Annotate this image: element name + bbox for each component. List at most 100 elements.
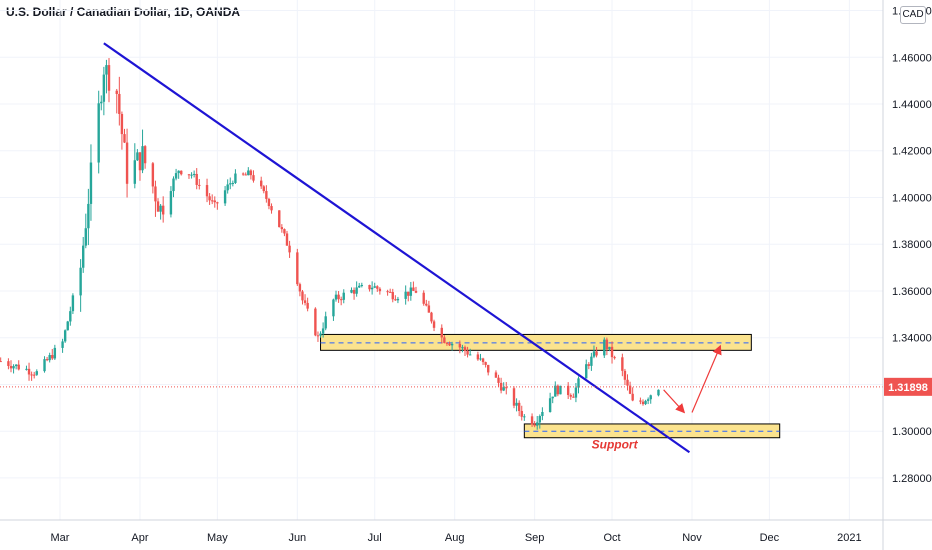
candle-body	[409, 287, 413, 296]
candle-body	[87, 203, 90, 229]
candle-body	[505, 387, 508, 389]
candle-body	[350, 289, 353, 293]
candle-body	[523, 416, 526, 418]
candle-body	[515, 402, 518, 406]
chart-title: U.S. Dollar / Canadian Dollar, 1D, OANDA	[6, 5, 241, 19]
candle-body	[244, 174, 247, 176]
candle-body	[141, 146, 144, 171]
candle-body	[247, 170, 250, 176]
candle-body	[512, 388, 516, 406]
candle-body	[270, 206, 273, 211]
candle-body	[195, 173, 198, 185]
overlay: Support	[0, 42, 883, 454]
candle-body	[497, 377, 500, 383]
candle-body	[161, 205, 165, 215]
candle-body	[502, 387, 505, 391]
candle-body	[9, 365, 13, 369]
candle-body	[25, 368, 28, 370]
candle-body	[574, 387, 578, 398]
x-tick-label: Jul	[368, 532, 382, 544]
currency-badge[interactable]: CAD	[900, 6, 926, 24]
candle-body	[288, 245, 291, 253]
candle-body	[641, 401, 645, 405]
candle-body	[414, 290, 418, 293]
candle-body	[445, 342, 449, 344]
candle-body	[241, 173, 245, 175]
candle-body	[156, 201, 160, 212]
candle-body	[396, 298, 400, 301]
candle-body	[84, 228, 87, 246]
x-tick-label: Mar	[51, 532, 70, 544]
candle-body	[33, 374, 36, 376]
candle-body	[332, 299, 335, 317]
candle-body	[190, 174, 193, 176]
candle-body	[533, 424, 536, 426]
candle-body	[494, 372, 498, 378]
candle-body	[208, 196, 211, 201]
candle-body	[69, 311, 72, 322]
candle-body	[378, 288, 382, 292]
candle-body	[285, 233, 289, 246]
candle-body	[79, 267, 82, 296]
candle-body	[466, 350, 469, 355]
candle-body	[412, 287, 415, 291]
x-tick-label: Dec	[760, 532, 780, 544]
candle-body	[337, 294, 340, 300]
grid	[0, 0, 883, 520]
candle-body	[205, 185, 209, 197]
candle-body	[334, 294, 338, 300]
candle-body	[536, 422, 539, 426]
candle-body	[301, 291, 304, 301]
y-tick-label: 1.42000	[892, 146, 932, 158]
candle-body	[198, 184, 201, 186]
candle-body	[133, 160, 137, 184]
y-tick-label: 1.36000	[892, 286, 932, 298]
candle-body	[100, 101, 103, 104]
y-tick-label: 1.34000	[892, 333, 932, 345]
zones	[320, 333, 781, 439]
x-tick-label: Sep	[525, 532, 545, 544]
candle-body	[603, 339, 606, 356]
candle-body	[404, 291, 407, 299]
trendline[interactable]	[103, 42, 691, 454]
candle-body	[172, 178, 175, 192]
candle-body	[425, 303, 428, 306]
candle-body	[360, 284, 364, 286]
candle-body	[187, 174, 191, 176]
candle-body	[595, 351, 598, 356]
candle-body	[427, 305, 431, 313]
candle-body	[177, 170, 180, 174]
candle-body	[481, 358, 485, 363]
candle-body	[260, 180, 263, 187]
candle-body	[66, 321, 69, 331]
candle-body	[298, 284, 302, 292]
candle-body	[319, 333, 322, 336]
candle-body	[657, 389, 660, 396]
candle-body	[123, 134, 126, 143]
x-tick-label: Nov	[682, 532, 702, 544]
x-tick-label: Jun	[288, 532, 306, 544]
candle-body	[303, 300, 307, 303]
candle-body	[35, 371, 38, 375]
support-label: Support	[592, 438, 639, 452]
candle-body	[192, 173, 196, 175]
candle-body	[554, 385, 557, 397]
candle-body	[7, 361, 10, 366]
candle-body	[159, 205, 162, 212]
candle-body	[443, 337, 446, 343]
x-tick-label: Oct	[603, 532, 620, 544]
candle-body	[556, 385, 560, 395]
candle-body	[538, 416, 542, 423]
candle-body	[53, 347, 57, 359]
candle-body	[587, 364, 591, 366]
candle-body	[407, 291, 410, 296]
candle-body	[0, 361, 2, 363]
candle-body	[43, 359, 46, 372]
candle-body	[639, 400, 642, 402]
candle-body	[213, 200, 216, 203]
candle-body	[520, 410, 523, 417]
candle-body	[63, 330, 67, 342]
candle-body	[394, 299, 397, 301]
candle-body	[12, 366, 15, 369]
